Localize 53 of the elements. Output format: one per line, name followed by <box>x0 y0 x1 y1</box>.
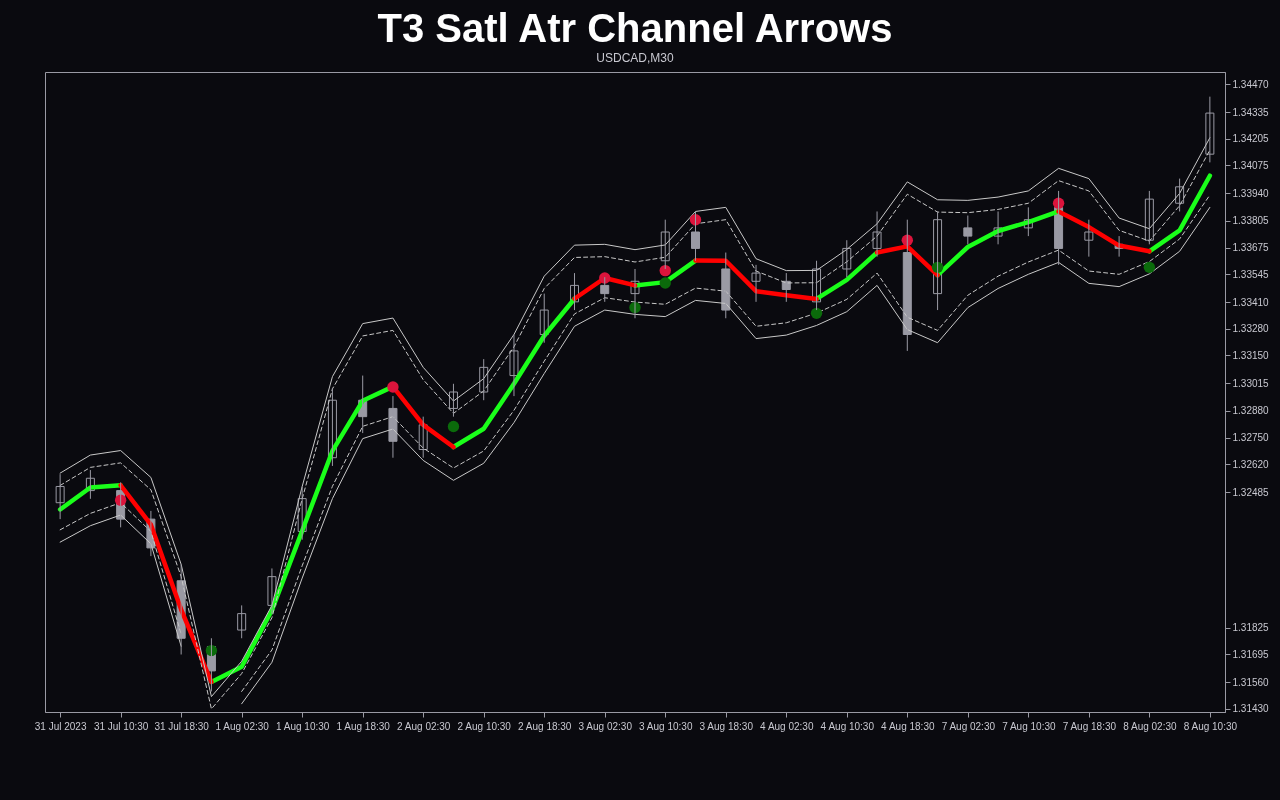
point <box>447 420 460 433</box>
point <box>1143 261 1156 274</box>
x-tick-label: 2 Aug 10:30 <box>457 720 512 732</box>
x-tick-label: 7 Aug 18:30 <box>1062 720 1117 732</box>
x-tick-label: 31 Jul 10:30 <box>93 720 149 732</box>
y-tick-label: 1.33280 <box>1232 323 1270 335</box>
y-tick-label: 1.32485 <box>1232 486 1270 498</box>
y-tick-label: 1.31825 <box>1232 622 1270 634</box>
y-tick-label: 1.34205 <box>1232 133 1270 145</box>
y-tick-label: 1.34075 <box>1232 159 1270 171</box>
point <box>659 264 671 277</box>
candlestick <box>237 604 247 639</box>
y-tick-label: 1.33410 <box>1232 296 1270 308</box>
x-tick-label: 31 Jul 18:30 <box>154 720 210 732</box>
y-tick-label: 1.32750 <box>1232 432 1270 444</box>
y-tick-label: 1.31695 <box>1232 648 1270 660</box>
x-tick-label: 3 Aug 10:30 <box>639 720 693 732</box>
x-tick-label: 7 Aug 02:30 <box>941 720 996 732</box>
point <box>387 381 399 393</box>
x-tick-label: 3 Aug 02:30 <box>578 720 633 732</box>
y-tick-label: 1.33150 <box>1232 349 1270 361</box>
x-tick-label: 3 Aug 18:30 <box>699 720 754 732</box>
x-tick-label: 2 Aug 02:30 <box>397 720 451 732</box>
candlestick <box>963 215 973 245</box>
x-tick-label: 4 Aug 02:30 <box>760 720 814 732</box>
y-tick-label: 1.34470 <box>1232 78 1270 90</box>
x-tick-label: 8 Aug 02:30 <box>1123 720 1177 732</box>
y-tick-label: 1.31430 <box>1232 703 1270 715</box>
y-tick-label: 1.33545 <box>1232 268 1270 280</box>
x-tick-label: 31 Jul 2023 <box>34 720 87 732</box>
x-tick-label: 8 Aug 10:30 <box>1183 720 1238 732</box>
y-tick-label: 1.33805 <box>1232 215 1270 227</box>
x-tick-label: 1 Aug 18:30 <box>336 720 391 732</box>
x-tick-label: 4 Aug 10:30 <box>820 720 875 732</box>
y-tick-label: 1.32620 <box>1232 458 1270 470</box>
candlestick <box>751 264 761 303</box>
candlestick <box>1084 219 1094 258</box>
y-tick-label: 1.33015 <box>1232 377 1270 389</box>
point <box>659 277 671 289</box>
y-tick-label: 1.34335 <box>1232 106 1270 118</box>
y-tick-label: 1.33940 <box>1232 187 1270 199</box>
point <box>599 272 611 284</box>
point <box>810 307 823 320</box>
y-tick-label: 1.31560 <box>1232 676 1270 688</box>
x-tick-label: 1 Aug 02:30 <box>215 720 270 732</box>
x-tick-label: 1 Aug 10:30 <box>275 720 330 732</box>
chart-subtitle: USDCAD,M30 <box>596 51 674 65</box>
x-tick-label: 7 Aug 10:30 <box>1002 720 1056 732</box>
x-tick-label: 4 Aug 18:30 <box>881 720 935 732</box>
y-tick-label: 1.33675 <box>1232 242 1270 254</box>
x-tick-label: 2 Aug 18:30 <box>518 720 572 732</box>
y-tick-label: 1.32880 <box>1232 405 1270 417</box>
chart-title: T3 Satl Atr Channel Arrows <box>377 6 893 50</box>
